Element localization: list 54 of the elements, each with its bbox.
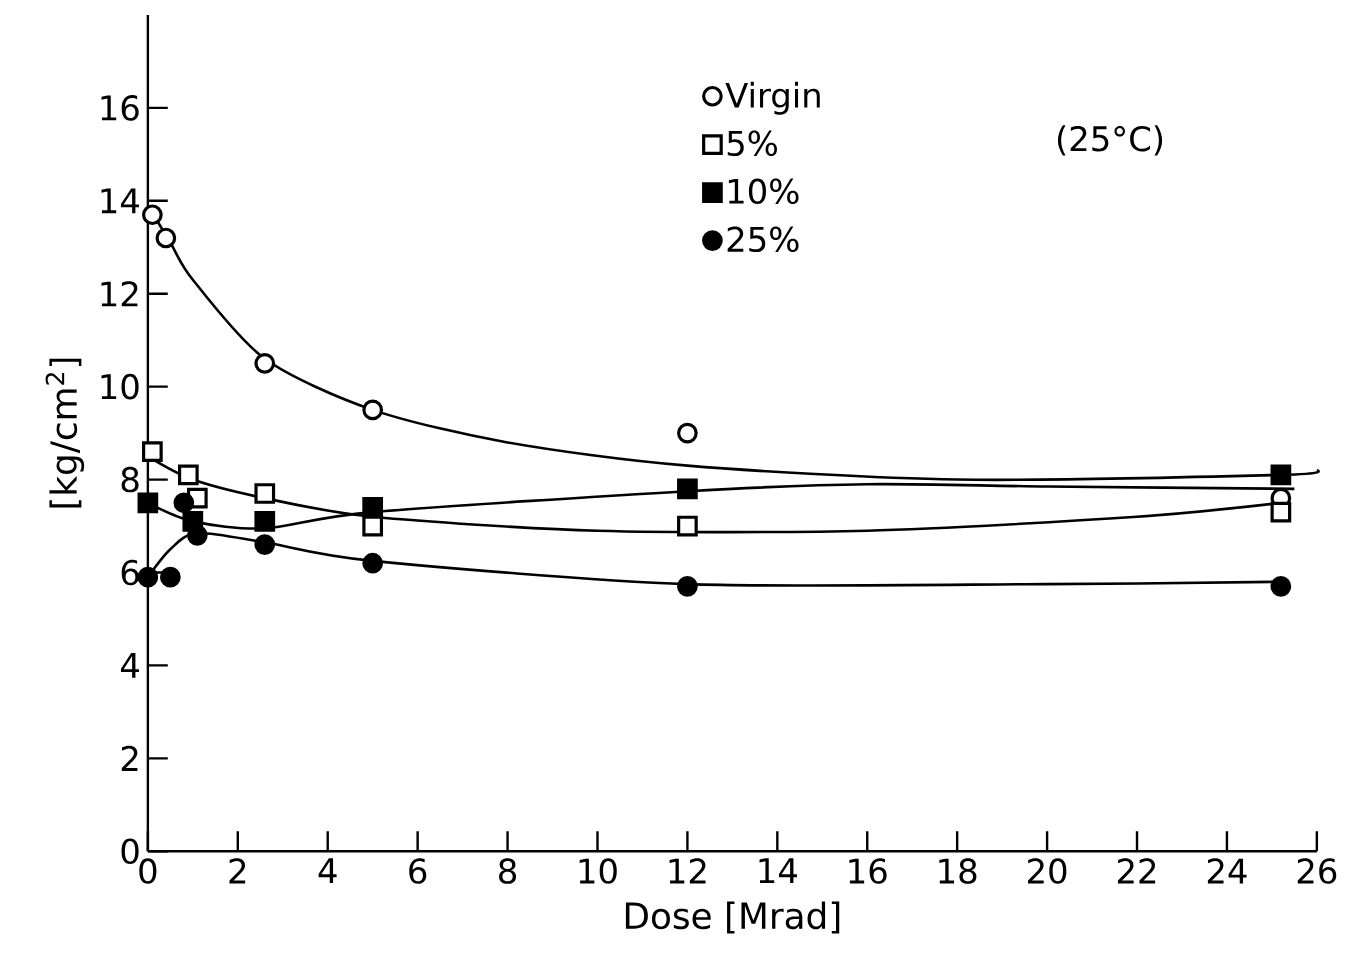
x-tick-label: 14 <box>759 858 797 883</box>
point <box>362 399 384 421</box>
x-tick-label: 8 <box>499 858 517 884</box>
y-tick-label: 6 <box>121 559 139 586</box>
point <box>362 497 384 518</box>
y-tick-label: 8 <box>121 466 139 493</box>
legend-label: Virgin <box>725 81 820 115</box>
point <box>177 464 199 486</box>
x-tick-label: 6 <box>409 858 427 884</box>
x-tick-label: 24 <box>1207 858 1247 884</box>
x-tick-label: 22 <box>1117 858 1156 884</box>
y-tick-label: 14 <box>101 188 139 214</box>
x-tick-label: 12 <box>669 858 706 884</box>
legend-label: 5% <box>727 130 777 156</box>
legend-label: 25% <box>727 226 799 253</box>
point <box>142 441 163 462</box>
x-tick-label: 16 <box>849 858 887 884</box>
x-tick-label: 20 <box>1028 858 1067 884</box>
y-axis-title: [kg/cm$^{2}$] <box>45 358 85 508</box>
y-tick-label: 4 <box>120 653 139 678</box>
point <box>137 566 159 588</box>
point <box>677 478 698 500</box>
y-tick-label: 0 <box>121 838 139 864</box>
x-tick-label: 0 <box>139 858 157 884</box>
x-tick-label: 18 <box>939 858 977 884</box>
point <box>362 552 384 574</box>
point <box>1270 501 1292 523</box>
point <box>173 492 195 514</box>
legend-label: 10% <box>728 178 799 205</box>
x-tick-label: 4 <box>318 858 337 883</box>
point <box>362 515 384 537</box>
point <box>1270 464 1292 486</box>
x-axis-title: Dose [Mrad] <box>625 901 840 934</box>
point <box>254 352 276 374</box>
point <box>160 566 181 588</box>
point <box>137 492 159 514</box>
point <box>142 204 163 226</box>
point <box>677 515 698 537</box>
point <box>254 510 276 532</box>
y-tick-label: 2 <box>121 745 138 771</box>
y-tick-label: 12 <box>101 281 138 307</box>
annotation: (25°C) <box>1057 125 1163 156</box>
y-tick-label: 10 <box>101 373 139 400</box>
point <box>677 575 698 597</box>
point <box>254 534 276 555</box>
point <box>677 422 698 444</box>
x-tick-label: 26 <box>1297 858 1337 884</box>
point <box>1270 575 1292 597</box>
x-tick-label: 2 <box>229 858 246 884</box>
point <box>155 227 177 249</box>
x-tick-label: 10 <box>579 858 617 884</box>
point <box>254 483 276 504</box>
y-tick-label: 16 <box>101 95 139 121</box>
point <box>186 524 208 546</box>
